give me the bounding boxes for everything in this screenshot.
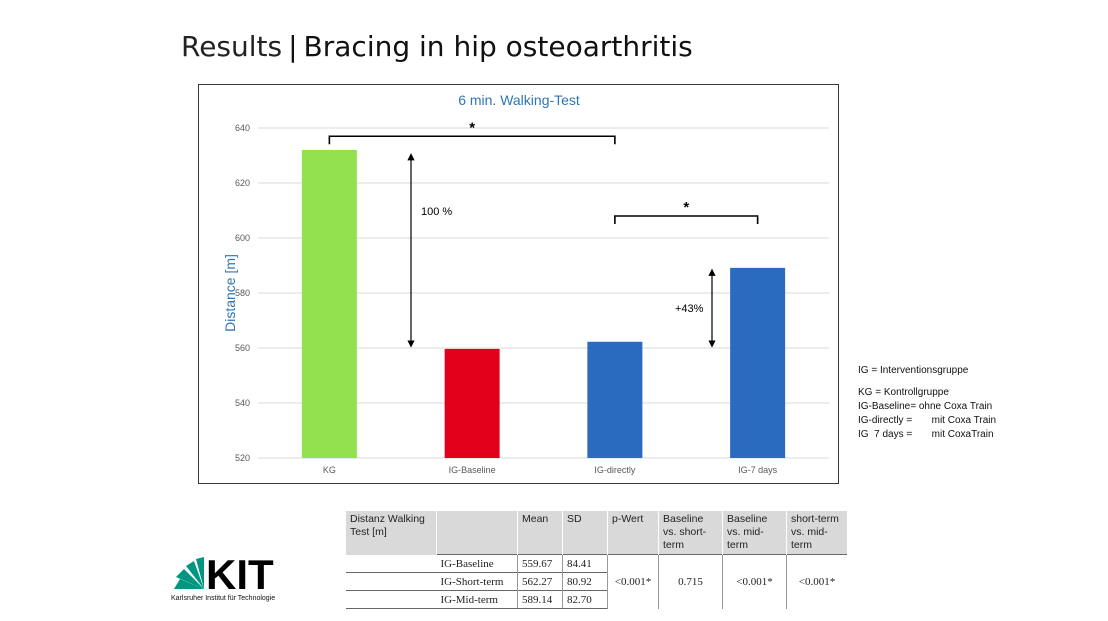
x-tick-label: IG-7 days	[738, 465, 778, 475]
header-blank	[436, 511, 518, 555]
legend-line-directly: IG-directly = mit Coxa Train	[858, 415, 997, 426]
logo-ray	[196, 557, 204, 589]
bar-kg	[301, 150, 357, 458]
legend-line-7days: IG 7 days = mit CoxaTrain	[858, 429, 994, 440]
chart-container: 6 min. Walking-Test Distance [m] 520 540 560…	[198, 84, 839, 484]
row-mean: 589.14	[517, 590, 563, 609]
kit-logo-fan	[174, 557, 204, 589]
bar-ig-directly	[587, 341, 643, 458]
y-tick-label: 520	[235, 453, 250, 463]
significance-star: *	[469, 119, 475, 136]
table-header-row: Distanz Walking Test [m] Mean SD p-Wert …	[345, 511, 847, 555]
header-short-mid: short-term vs. mid-term	[786, 511, 847, 555]
x-tick-label: KG	[323, 465, 336, 475]
x-tick-label: IG-Baseline	[449, 465, 496, 475]
cell-base-mid: <0.001*	[722, 554, 787, 609]
bar-ig-baseline	[444, 348, 500, 458]
legend-line-baseline: IG-Baseline= ohne Coxa Train	[858, 401, 993, 412]
table-row: IG-Baseline 559.67 84.41 <0.001* 0.715 <…	[346, 554, 847, 609]
row-label: IG-Baseline	[436, 554, 518, 573]
logo-ray	[174, 579, 204, 589]
row-mean: 559.67	[517, 554, 563, 573]
header-sd: SD	[562, 511, 608, 555]
header-base-mid: Baseline vs. mid-term	[722, 511, 787, 555]
stats-table: Distanz Walking Test [m] Mean SD p-Wert …	[345, 511, 847, 609]
header-p-wert: p-Wert	[607, 511, 659, 555]
row-sd: 84.41	[562, 554, 608, 573]
logo-ray	[186, 561, 204, 589]
legend-line-ig: IG = Interventionsgruppe	[858, 365, 969, 376]
legend-line-kg: KG = Kontrollgruppe	[858, 387, 949, 398]
cell-base-short: 0.715	[658, 554, 723, 609]
header-mean: Mean	[517, 511, 563, 555]
y-tick-label: 620	[235, 178, 250, 188]
difference-label: +43%	[675, 303, 704, 315]
bar-ig-7-days	[730, 267, 786, 458]
row-sd: 82.70	[562, 590, 608, 609]
slide-title: Results | Bracing in hip osteoarthritis	[181, 30, 693, 63]
y-axis-label: Distance [m]	[222, 254, 238, 332]
row-sd: 80.92	[562, 572, 608, 591]
significance-star: *	[683, 199, 689, 216]
logo-wordmark: KIT	[206, 551, 274, 598]
y-tick-label: 580	[235, 288, 250, 298]
y-tick-label: 540	[235, 398, 250, 408]
title-light: Results	[181, 30, 283, 63]
header-distanz: Distanz Walking Test [m]	[345, 511, 437, 555]
x-tick-label: IG-directly	[594, 465, 636, 475]
title-main: Bracing in hip osteoarthritis	[303, 30, 693, 63]
cell-short-mid: <0.001*	[786, 554, 847, 609]
table-row: IG-Short-term 562.27 80.92	[345, 572, 848, 591]
chart-svg: 6 min. Walking-Test Distance [m] 520 540 560…	[222, 92, 829, 475]
chart-title: 6 min. Walking-Test	[458, 92, 580, 108]
row-label: IG-Mid-term	[436, 590, 518, 609]
significance-bracket	[614, 215, 759, 224]
cell-p-wert: <0.001*	[607, 554, 659, 609]
kit-logo: KIT	[174, 551, 274, 598]
significance-bracket	[328, 135, 616, 145]
difference-label: 100 %	[421, 206, 452, 218]
header-base-short: Baseline vs. short-term	[658, 511, 723, 555]
y-tick-label: 600	[235, 233, 250, 243]
y-tick-label: 560	[235, 343, 250, 353]
table-row: IG-Mid-term 589.14 82.70	[345, 590, 848, 609]
logo-ray	[176, 569, 204, 589]
title-separator: |	[288, 30, 298, 63]
logo-subtitle: Karlsruher Institut für Technologie	[171, 595, 276, 602]
row-mean: 562.27	[517, 572, 563, 591]
legend-notes: IG = Interventionsgruppe KG = Kontrollgr…	[858, 364, 996, 442]
y-tick-label: 640	[235, 123, 250, 133]
row-label: IG-Short-term	[436, 572, 518, 591]
